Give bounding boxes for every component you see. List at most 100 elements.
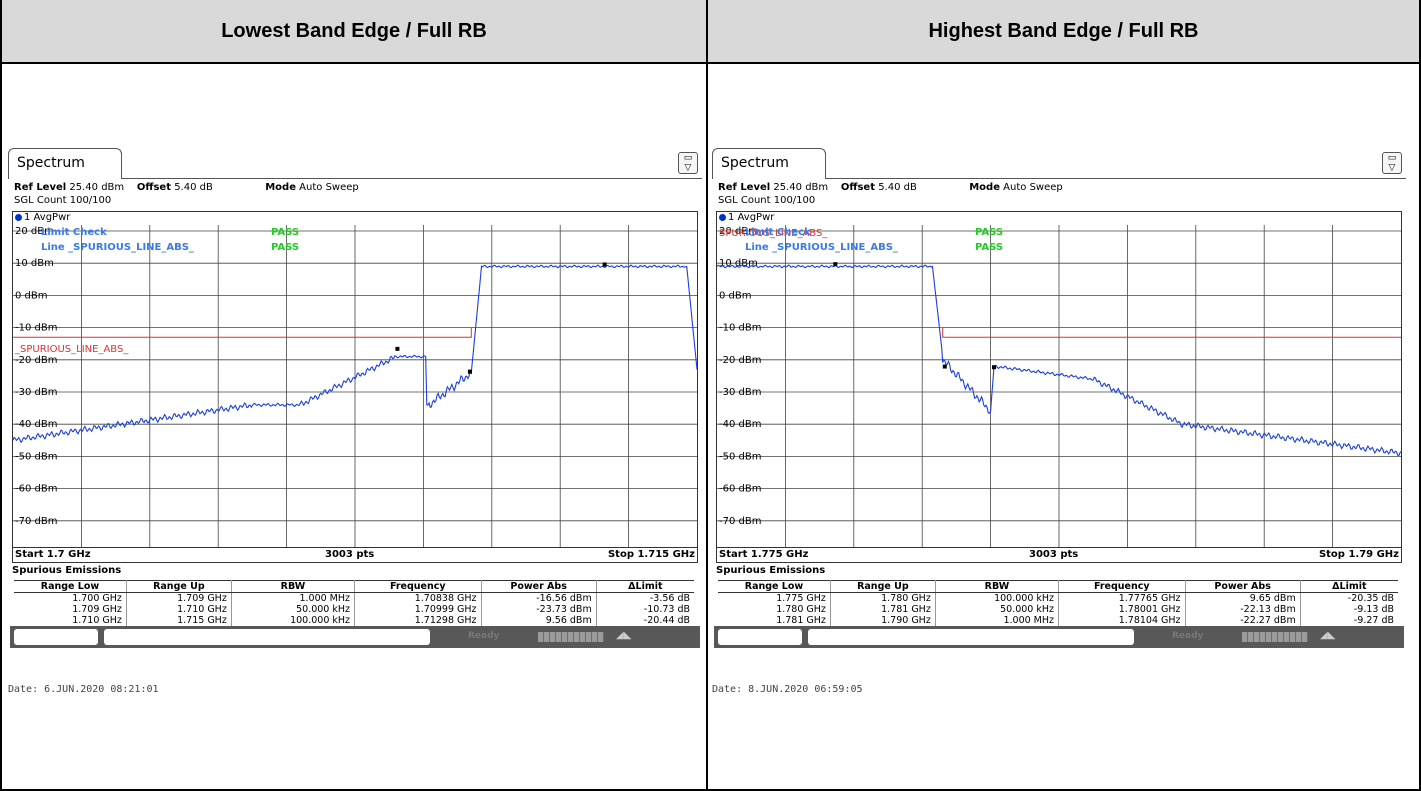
column-header: Range Up (125, 580, 232, 593)
column-divider (706, 0, 708, 791)
table-cell: 9.56 dBm (480, 615, 597, 627)
status-field-1 (718, 629, 802, 645)
table-cell: 1.77765 GHz (1058, 592, 1186, 604)
table-cell: 1.000 MHz (934, 615, 1059, 627)
table-row[interactable]: 1.709 GHz 1.710 GHz 50.000 kHz 1.70999 GHz -… (14, 604, 694, 615)
status-field-2 (104, 629, 430, 645)
table-row[interactable]: 1.775 GHz 1.780 GHz 100.000 kHz 1.77765 GHz… (718, 592, 1398, 604)
y-tick-label: 20 dBm (15, 226, 54, 237)
table-cell: 100.000 kHz (934, 592, 1059, 604)
spectrum-plot[interactable]: 20 dBm 10 dBm 0 dBm -10 dBm -20 dBm -30 dBm -4… (13, 225, 697, 547)
limit-line (13, 327, 472, 338)
offset-label: Offset (136, 182, 171, 193)
table-cell: -10.73 dB (595, 604, 694, 615)
spectrum-panel-left: Spectrum ▭ ▽ Ref Level 25.40 dBm Offset 5… (8, 148, 702, 668)
y-tick-label: -20 dBm (15, 355, 57, 366)
table-cell: 1.78001 GHz (1058, 604, 1186, 615)
y-tick-label: -40 dBm (15, 419, 57, 430)
ref-level-value: 25.40 dBm (69, 182, 125, 193)
table-row[interactable]: 1.781 GHz 1.790 GHz 1.000 MHz 1.78104 GHz -2… (718, 615, 1398, 627)
table-cell: -3.56 dB (595, 592, 694, 604)
window-menu-icon[interactable]: ▭ ▽ (678, 152, 698, 174)
grid (717, 225, 1401, 547)
table-row[interactable]: 1.710 GHz 1.715 GHz 100.000 kHz 1.71298 GHz… (14, 615, 694, 627)
y-tick-label: -10 dBm (719, 323, 761, 334)
sweep-points: 3003 pts (1029, 549, 1079, 560)
marker-point (992, 365, 997, 370)
y-tick-label: -50 dBm (719, 451, 761, 462)
table-cell: -22.13 dBm (1184, 604, 1301, 615)
start-frequency: Start 1.775 GHz (719, 549, 809, 560)
table-cell: 1.715 GHz (125, 615, 232, 627)
status-ready: Ready (468, 631, 500, 641)
y-tick-label: -10 dBm (15, 323, 57, 334)
spectrum-plot[interactable]: 20 dBm 10 dBm 0 dBm -10 dBm -20 dBm -30 dBm -4… (717, 225, 1401, 547)
spurious-title: Spurious Emissions (12, 565, 122, 576)
table-cell: 1.700 GHz (72, 593, 122, 604)
column-header: RBW (934, 580, 1059, 593)
y-tick-label: 10 dBm (719, 258, 758, 269)
trace-dot-icon (15, 214, 22, 221)
tab-spectrum[interactable]: Spectrum (712, 148, 826, 179)
ref-level-label: Ref Level (14, 182, 67, 193)
y-tick-label: 10 dBm (15, 258, 54, 269)
line-result: PASS (975, 242, 1003, 253)
table-cell: 1.710 GHz (125, 604, 232, 615)
limit-check-label: Limit Check (745, 227, 811, 238)
trace-label: 1 AvgPwr (728, 212, 775, 223)
table-cell: 50.000 kHz (230, 604, 355, 615)
tab-spectrum[interactable]: Spectrum (8, 148, 122, 179)
table-row[interactable]: 1.700 GHz 1.709 GHz 1.000 MHz 1.70838 GHz -1… (14, 592, 694, 604)
limit-line-label: SPURIOUS_LINE_ABS_ (719, 228, 828, 239)
table-cell: 1.780 GHz (776, 604, 826, 615)
tab-underline (825, 178, 1406, 179)
window-menu-icon[interactable]: ▭ ▽ (1382, 152, 1402, 174)
status-bar: Ready ◢◣ (10, 626, 700, 648)
sweep-points: 3003 pts (325, 549, 375, 560)
line-result: PASS (271, 242, 299, 253)
table-cell: -22.27 dBm (1184, 615, 1301, 627)
progress-indicator (1242, 632, 1308, 642)
status-icon: ◢◣ (616, 630, 632, 641)
column-header: Range Low (718, 580, 831, 593)
table-cell: 1.70999 GHz (354, 604, 482, 615)
stop-frequency: Stop 1.715 GHz (607, 549, 695, 560)
spurious-title: Spurious Emissions (716, 565, 826, 576)
table-cell: 1.781 GHz (829, 604, 936, 615)
spectrum-panel-right: Spectrum ▭ ▽ Ref Level 25.40 dBm Offset 5… (712, 148, 1406, 668)
table-cell: -16.56 dBm (480, 592, 597, 604)
table-row[interactable]: 1.780 GHz 1.781 GHz 50.000 kHz 1.78001 GHz -… (718, 604, 1398, 615)
header-right: Highest Band Edge / Full RB (708, 0, 1419, 64)
y-tick-label: 0 dBm (719, 290, 752, 301)
column-header: Frequency (1058, 580, 1186, 593)
column-header: Range Low (14, 580, 127, 593)
line-label: Line _SPURIOUS_LINE_ABS_ (41, 242, 194, 253)
table-cell: 1.710 GHz (72, 615, 122, 626)
column-header: ΔLimit (1299, 580, 1398, 593)
grid (13, 225, 697, 547)
table-cell: 1.780 GHz (829, 592, 936, 604)
ref-level-value: 25.40 dBm (773, 182, 829, 193)
y-tick-label: -30 dBm (719, 387, 761, 398)
spurious-table: Range Low Range Up RBW Frequency Power Abs ΔL… (14, 580, 694, 627)
limit-check-result: PASS (271, 227, 299, 238)
offset-value: 5.40 dB (878, 182, 917, 193)
tab-underline (121, 178, 702, 179)
spurious-table: Range Low Range Up RBW Frequency Power Abs ΔL… (718, 580, 1398, 627)
status-field-2 (808, 629, 1134, 645)
y-tick-label: -30 dBm (15, 387, 57, 398)
trace-header: 1 AvgPwr (13, 212, 70, 223)
progress-indicator (538, 632, 604, 642)
status-field-1 (14, 629, 98, 645)
y-tick-label: 20 dBm (719, 226, 758, 237)
limit-line-label: _SPURIOUS_LINE_ABS_ (14, 344, 129, 355)
start-frequency: Start 1.7 GHz (15, 549, 91, 560)
measurement-info: Ref Level 25.40 dBm Offset 5.40 dB Mode … (14, 181, 359, 207)
table-cell: -9.13 dB (1299, 604, 1398, 615)
line-label: Line _SPURIOUS_LINE_ABS_ (745, 242, 898, 253)
y-tick-label: -60 dBm (719, 484, 761, 495)
marker-point (602, 262, 607, 267)
date-stamp-right: Date: 8.JUN.2020 06:59:05 (712, 684, 863, 695)
limit-check-result: PASS (975, 227, 1003, 238)
table-cell: 9.65 dBm (1184, 592, 1301, 604)
